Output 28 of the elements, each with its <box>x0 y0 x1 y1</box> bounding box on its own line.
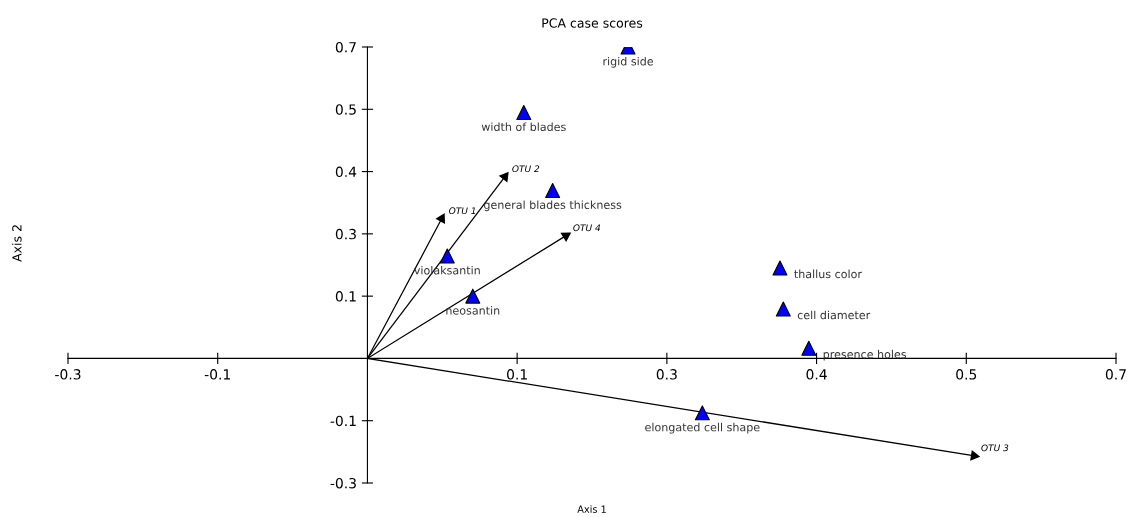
x-tick-label: -0.3 <box>55 369 81 380</box>
series-label: OTU 3 <box>981 444 1009 452</box>
x-tick-label: 0.5 <box>956 369 977 380</box>
x-axis-title: Axis 1 <box>577 505 606 513</box>
y-tick-label: 0.5 <box>335 104 356 115</box>
annotation: cell diameter <box>797 310 871 320</box>
x-tick-label: 0.4 <box>806 369 827 380</box>
annotation: neosantin <box>446 306 500 315</box>
series-label: OTU 4 <box>573 224 601 232</box>
annotation: rigid side <box>603 56 654 68</box>
x-tick-label: -0.1 <box>204 369 230 380</box>
y-tick-label: -0.1 <box>330 415 356 427</box>
y-tick-label: 0.3 <box>335 228 356 240</box>
annotation: general blades thickness <box>484 200 622 212</box>
annotation: elongated cell shape <box>645 422 760 434</box>
x-tick-label: 0.7 <box>1105 369 1126 380</box>
chart-title: PCA case scores <box>542 18 643 28</box>
y-tick-label: 0.7 <box>335 41 356 53</box>
y-tick-label: -0.3 <box>330 477 356 489</box>
x-tick-label: 0.1 <box>507 369 527 380</box>
series-label: OTU 1 <box>449 207 476 215</box>
x-tick-label: 0.3 <box>656 369 677 380</box>
annotation: thallus color <box>794 269 862 279</box>
annotation: width of blades <box>481 122 566 132</box>
y-tick-label: 0.4 <box>335 166 357 178</box>
series-label: OTU 2 <box>512 165 540 173</box>
y-tick-label: 0.1 <box>335 291 356 302</box>
y-axis-title: Axis 2 <box>11 225 22 262</box>
